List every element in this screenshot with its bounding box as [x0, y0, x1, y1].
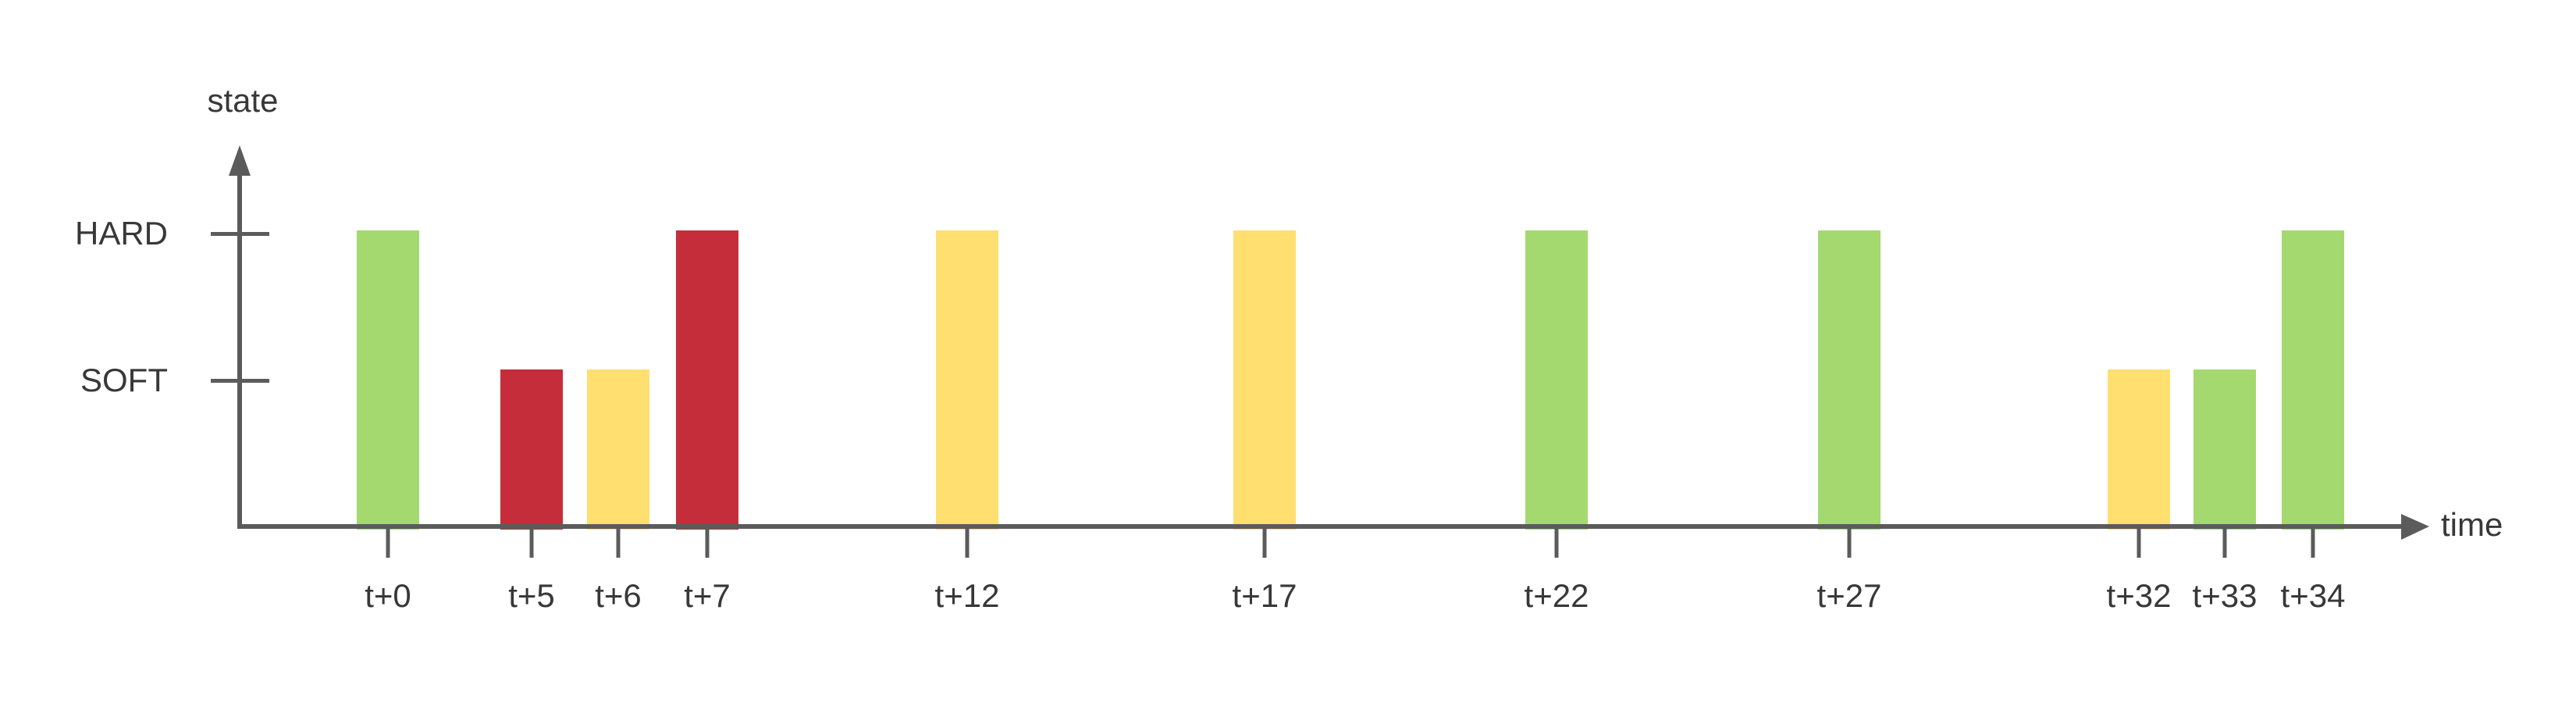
x-tick-label-t+22: t+22	[1524, 577, 1589, 614]
x-tick-label-t+32: t+32	[2106, 577, 2172, 614]
bar-t+12	[936, 230, 998, 530]
x-axis-title: time	[2441, 506, 2503, 543]
x-tick-t+32	[2137, 528, 2141, 558]
x-tick-t+12	[965, 528, 970, 558]
x-tick-label-t+27: t+27	[1816, 577, 1882, 614]
y-tick-label-hard: HARD	[74, 215, 168, 252]
bar-t+34	[2282, 230, 2344, 530]
y-axis-title: state	[207, 82, 279, 119]
bar-t+6	[587, 369, 649, 530]
y-tick-hard	[211, 232, 269, 236]
x-tick-label-t+0: t+0	[365, 577, 411, 614]
x-tick-t+33	[2222, 528, 2227, 558]
y-tick-label-soft: SOFT	[80, 362, 168, 398]
x-tick-t+17	[1262, 528, 1267, 558]
x-tick-label-t+34: t+34	[2280, 577, 2346, 614]
bar-t+27	[1818, 230, 1880, 530]
bar-t+0	[357, 230, 419, 530]
x-tick-t+27	[1847, 528, 1852, 558]
y-axis-line	[237, 172, 242, 529]
bar-t+5	[500, 369, 563, 530]
x-tick-t+5	[529, 528, 534, 558]
x-tick-t+22	[1554, 528, 1559, 558]
x-tick-label-t+17: t+17	[1232, 577, 1297, 614]
x-tick-t+0	[386, 528, 390, 558]
bar-t+32	[2108, 369, 2170, 530]
x-axis-arrow-icon	[2401, 514, 2429, 540]
x-tick-label-t+6: t+6	[595, 577, 642, 614]
bar-t+17	[1233, 230, 1296, 530]
bar-t+33	[2194, 369, 2256, 530]
x-tick-t+7	[705, 528, 710, 558]
bar-t+7	[676, 230, 738, 530]
x-tick-label-t+5: t+5	[508, 577, 555, 614]
x-tick-t+6	[616, 528, 621, 558]
bar-t+22	[1525, 230, 1588, 530]
x-tick-label-t+33: t+33	[2192, 577, 2258, 614]
x-tick-label-t+12: t+12	[934, 577, 1000, 614]
x-tick-label-t+7: t+7	[684, 577, 731, 614]
y-axis-arrow-icon	[229, 145, 251, 176]
x-tick-t+34	[2311, 528, 2315, 558]
y-tick-soft	[211, 379, 269, 383]
